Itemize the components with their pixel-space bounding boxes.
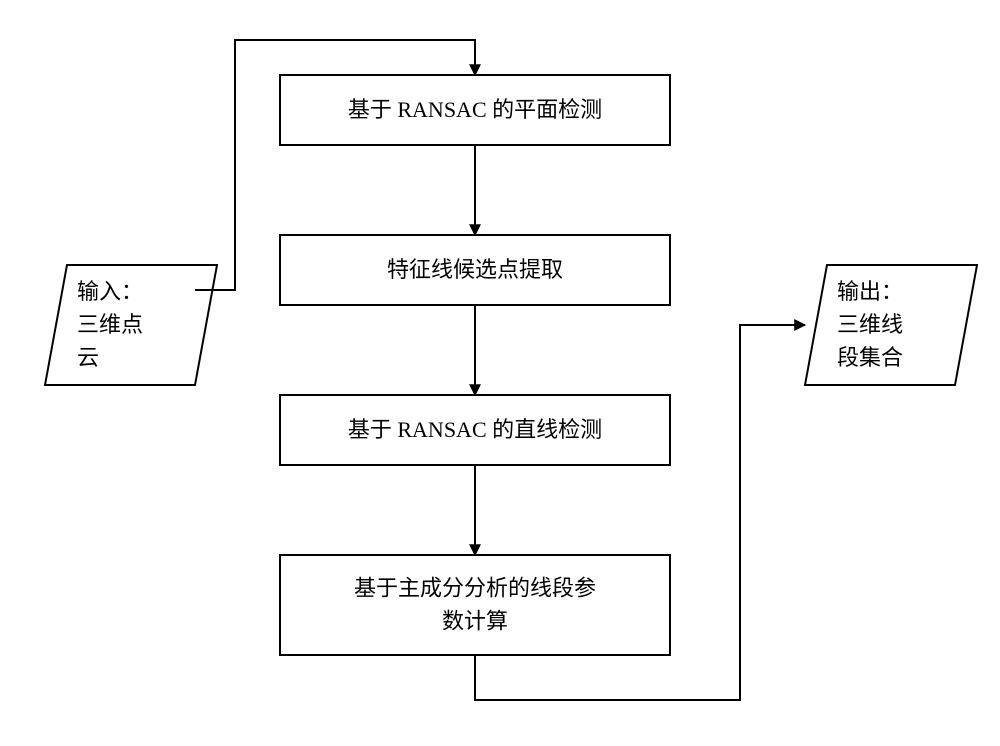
- step1: 基于 RANSAC 的平面检测: [280, 75, 670, 145]
- input-parallelogram-line-2: 云: [77, 345, 99, 370]
- output-parallelogram-line-1: 三维线: [837, 312, 903, 337]
- step4-line-0: 基于主成分分析的线段参: [354, 576, 596, 601]
- input-parallelogram: 输入： 三维点云: [45, 265, 217, 385]
- step2: 特征线候选点提取: [280, 235, 670, 305]
- input-parallelogram-line-0: 输入：: [77, 279, 143, 304]
- input-parallelogram-line-1: 三维点: [77, 312, 143, 337]
- output-parallelogram: 输出： 三维线段集合: [805, 265, 977, 385]
- step1-line-0: 基于 RANSAC 的平面检测: [348, 97, 602, 122]
- step4: 基于主成分分析的线段参数计算: [280, 555, 670, 655]
- step3: 基于 RANSAC 的直线检测: [280, 395, 670, 465]
- step4-line-1: 数计算: [442, 609, 508, 634]
- output-parallelogram-line-2: 段集合: [837, 345, 903, 370]
- step2-line-0: 特征线候选点提取: [387, 257, 563, 282]
- step3-line-0: 基于 RANSAC 的直线检测: [348, 417, 602, 442]
- output-parallelogram-line-0: 输出：: [837, 279, 903, 304]
